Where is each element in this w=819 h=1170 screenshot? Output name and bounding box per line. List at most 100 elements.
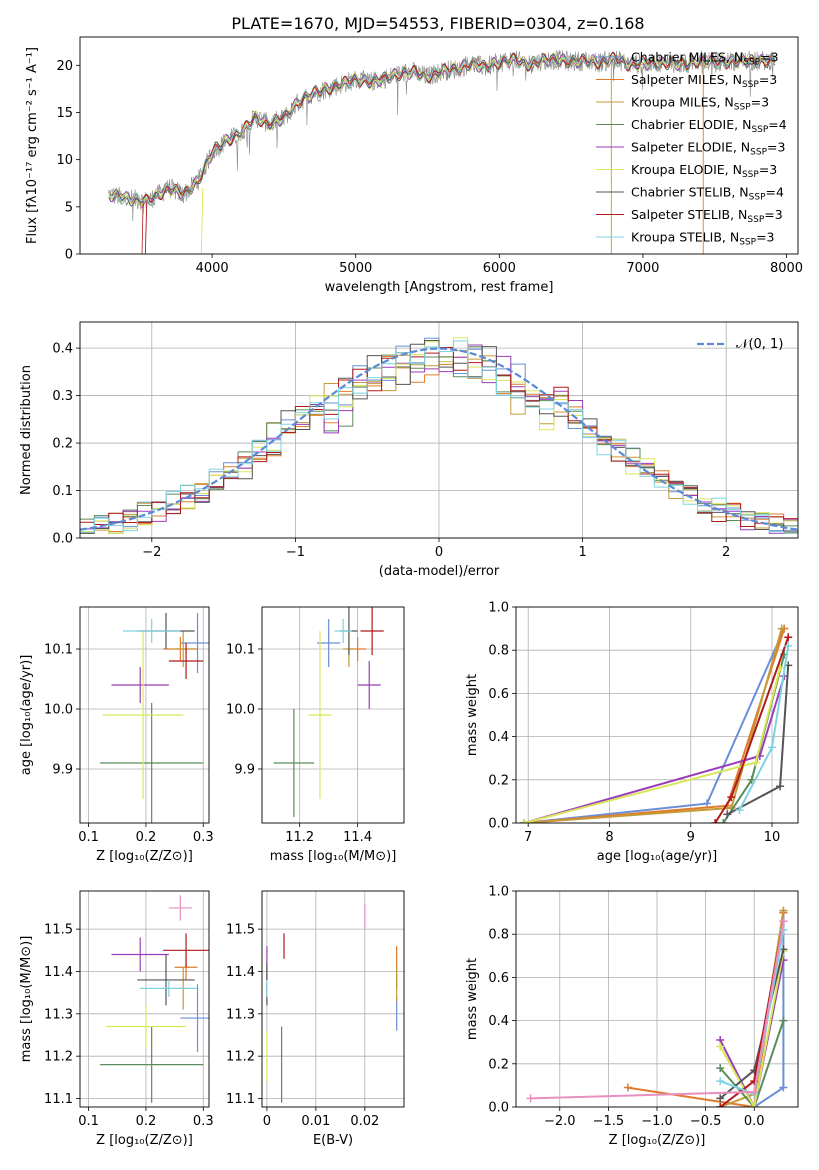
tick-label-x: 0.2 <box>136 830 157 845</box>
tick-label-y: 11.4 <box>44 965 73 980</box>
model-line <box>108 52 776 207</box>
ticks: −2.0 −1.5 −1.0 −0.5 0.0 0.0 0.2 0.4 0.6 0.8 1.0 <box>488 885 764 1130</box>
grid <box>262 607 404 823</box>
axes-frame <box>261 890 405 1108</box>
legend-entry: 𝒩(0, 1) <box>736 337 783 352</box>
marker <box>716 1103 725 1107</box>
point-kroupa-stelib <box>334 619 352 643</box>
marker <box>784 641 793 650</box>
point-kroupa-stelib-pink <box>168 895 192 921</box>
plot-area <box>100 613 209 823</box>
tick-label-y: 11.2 <box>226 1050 255 1065</box>
tick-label-x: −1.5 <box>593 1114 625 1129</box>
tick-label-x: 0.02 <box>350 1114 379 1129</box>
grid <box>80 891 209 1107</box>
model-line <box>108 53 776 208</box>
marker <box>750 1103 759 1107</box>
panel-5: 7 8 9 10 0.0 0.2 0.4 0.6 0.8 1.0 age [log₁₀(age/yr… <box>465 601 799 864</box>
ticks: 4000 5000 6000 7000 8000 0 5 10 15 20 <box>56 59 803 276</box>
tick-label-y: 0.2 <box>488 773 509 788</box>
tick-label-x: −1 <box>286 545 305 560</box>
axis-label-y: mass weight <box>465 674 480 756</box>
axis-label-y: mass weight <box>465 958 480 1040</box>
series-salpeter-miles <box>520 624 789 823</box>
tick-label-y: 9.9 <box>52 763 73 778</box>
axis-label-y: Flux [fλ10⁻¹⁷ erg cm⁻² s⁻¹ A⁻¹] <box>25 47 40 244</box>
axis-label-x: Z [log₁₀(Z/Z⊙)] <box>96 1133 193 1148</box>
axes-frame <box>515 890 799 1108</box>
axis-label-x: wavelength [Angstrom, rest frame] <box>325 280 554 295</box>
marker <box>526 1094 535 1103</box>
tick-label-x: 6000 <box>483 261 516 276</box>
panel-6: 0.1 0.2 0.3 11.1 11.2 11.3 11.4 11.5 Z [log₁₀(Z/… <box>19 890 214 1148</box>
tick-label-x: 0 <box>263 1114 271 1129</box>
model-line <box>108 52 776 206</box>
marker <box>716 1077 725 1086</box>
tick-label-x: 0.2 <box>136 1114 157 1129</box>
plot-area <box>526 906 788 1107</box>
grid <box>262 891 404 1107</box>
series-line <box>719 951 785 1107</box>
model-edge <box>200 187 204 254</box>
plot-area <box>520 624 793 823</box>
axis-label-y: mass [log₁₀(M/M⊙)] <box>19 936 34 1063</box>
plot-area <box>108 49 776 254</box>
point-chabrier-miles <box>180 984 209 1052</box>
panel-4: 11.2 11.4 9.9 10.0 10.1 mass [log₁₀(M/M⊙)] <box>226 606 405 864</box>
marker <box>779 925 788 934</box>
marker <box>777 624 786 633</box>
tick-label-y: 0.0 <box>488 1101 509 1116</box>
tick-label-x: 2 <box>722 545 730 560</box>
tick-label-y: 0 <box>65 248 73 263</box>
tick-label-x: −1.0 <box>641 1114 673 1129</box>
series-kroupa-stelib <box>735 641 793 815</box>
tick-label-y: 11.3 <box>44 1007 73 1022</box>
tick-label-x: 0.0 <box>744 1114 765 1129</box>
legend: Chabrier MILES, NSSP=3 Salpeter MILES, NS… <box>596 50 787 248</box>
ticks: 0 0.01 0.02 11.1 11.2 11.3 11.4 11.5 <box>226 923 379 1129</box>
tick-label-y: 10.0 <box>44 703 73 718</box>
tick-label-x: 11.2 <box>285 830 314 845</box>
tick-label-x: 11.4 <box>343 830 372 845</box>
legend-entry: Kroupa MILES, NSSP=3 <box>631 95 769 113</box>
panel-3: 0.1 0.2 0.3 9.9 10.0 10.1 Z [log₁₀(Z/Z⊙)] age [… <box>19 606 214 864</box>
legend-entry: Kroupa STELIB, NSSP=3 <box>631 230 775 248</box>
axes-frame <box>79 890 210 1108</box>
series-line <box>524 628 786 823</box>
tick-label-y: 11.5 <box>226 923 255 938</box>
panel-7: 0 0.01 0.02 11.1 11.2 11.3 11.4 11.5 E(B-V) <box>226 890 405 1148</box>
tick-label-y: 11.1 <box>226 1092 255 1107</box>
series-chabrier-miles <box>520 624 789 823</box>
tick-label-x: 0.1 <box>78 830 99 845</box>
tick-label-y: 9.9 <box>234 763 255 778</box>
legend-entry: Chabrier MILES, NSSP=3 <box>631 50 779 68</box>
axes-frame <box>79 36 799 255</box>
series-salpeter-stelib <box>711 633 793 823</box>
tick-label-y: 10.0 <box>226 703 255 718</box>
marker <box>702 799 711 808</box>
tick-label-y: 11.1 <box>44 1092 73 1107</box>
tick-label-y: 0.8 <box>488 928 509 943</box>
marker <box>716 1042 725 1051</box>
tick-label-y: 0.8 <box>488 644 509 659</box>
legend-entry: Chabrier ELODIE, NSSP=4 <box>631 117 787 135</box>
model-edge <box>144 202 148 254</box>
panel-1: 4000 5000 6000 7000 8000 0 5 10 15 20 wavelength [… <box>25 36 803 295</box>
figure-title: PLATE=1670, MJD=54553, FIBERID=0304, z=0… <box>231 14 644 33</box>
legend-entry: Salpeter MILES, NSSP=3 <box>631 72 777 90</box>
tick-label-y: 15 <box>56 106 73 121</box>
tick-label-y: 0.0 <box>52 532 73 547</box>
point-chabrier-elodie <box>100 703 204 823</box>
axis-label-x: E(B-V) <box>313 1133 353 1148</box>
tick-label-x: 0.01 <box>301 1114 330 1129</box>
tick-label-y: 11.2 <box>44 1050 73 1065</box>
tick-label-x: 4000 <box>196 261 229 276</box>
panel-8: −2.0 −1.5 −1.0 −0.5 0.0 0.0 0.2 0.4 0.6 0.8 1.0 Z [… <box>465 885 799 1148</box>
point-kroupa-stelib <box>140 979 198 997</box>
plot-area <box>266 903 398 1103</box>
axis-label-x: Z [log₁₀(Z/Z⊙)] <box>96 849 193 864</box>
axes-frame <box>515 606 799 824</box>
marker <box>735 806 744 815</box>
tick-label-y: 0.0 <box>488 817 509 832</box>
tick-label-y: 0.6 <box>488 971 509 986</box>
